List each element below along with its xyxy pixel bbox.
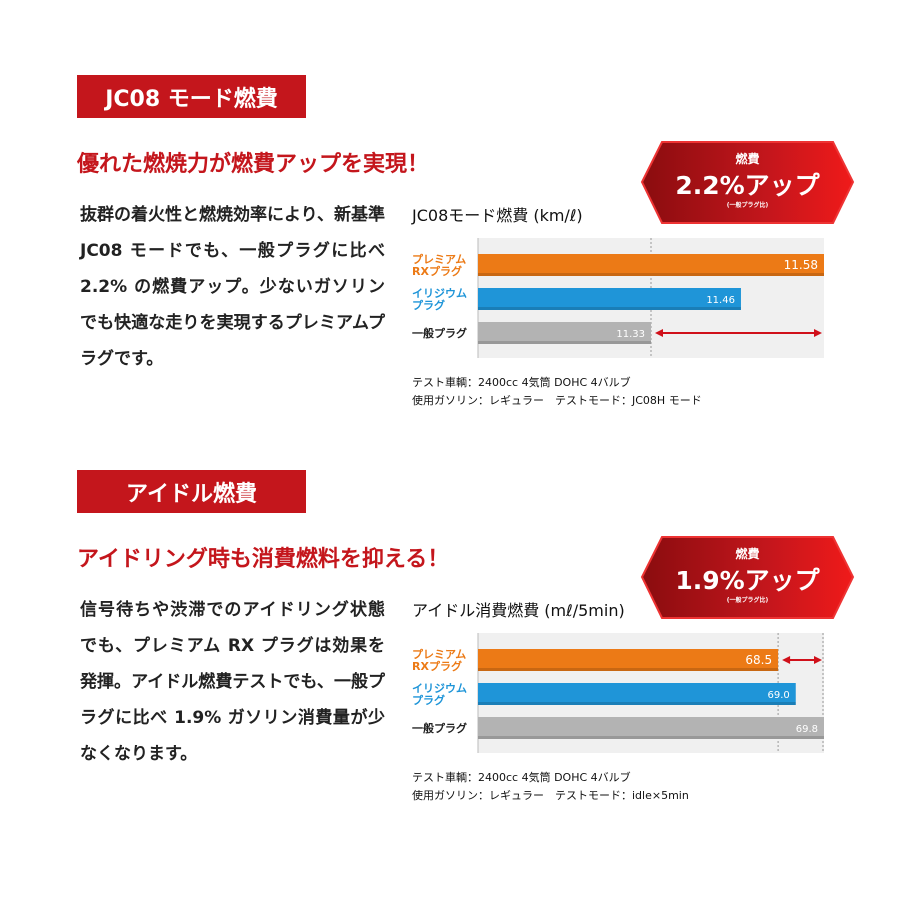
bar-value-label: 11.33 (616, 329, 645, 340)
category-label: イリジウム (412, 287, 467, 300)
section-title: アイドリング時も消費燃料を抑える！ (77, 547, 450, 572)
footnotes: テスト車輌：2400cc 4気筒 DOHC 4バルブ 使用ガソリン：レギュラー … (412, 374, 702, 410)
bar-shadow (478, 341, 651, 344)
improvement-badge: 燃費 1.9%アップ (一般プラグ比) (640, 535, 855, 620)
bar-shadow (478, 668, 779, 671)
badge-note: (一般プラグ比) (726, 202, 769, 209)
bar (478, 254, 824, 276)
bar (478, 683, 796, 705)
section-heading: アイドル燃費 (77, 470, 306, 513)
badge-hexagon-shape (640, 536, 855, 619)
bar-shadow (478, 307, 741, 310)
arrow-head-right-icon (814, 656, 822, 664)
category-label: イリジウム (412, 682, 467, 695)
section-heading: JC08 モード燃費 (77, 75, 306, 118)
category-label: 一般プラグ (412, 721, 467, 735)
bar (478, 288, 741, 310)
bar-value-label: 69.0 (767, 690, 789, 701)
badge-label: 燃費 (735, 547, 760, 561)
category-label: プレミアム (412, 647, 466, 661)
badge-note: (一般プラグ比) (726, 597, 769, 604)
badge-hexagon-shape (640, 141, 855, 224)
badge-value: 2.2%アップ (675, 171, 820, 200)
bar-value-label: 68.5 (745, 653, 772, 667)
chart-title: JC08モード燃費 (km/ℓ) (412, 206, 583, 225)
section-body: 抜群の着火性と燃焼効率により、新基準 JC08 モードでも、一般プラグに比べ 2… (80, 205, 385, 369)
category-label: 一般プラグ (412, 326, 467, 340)
category-label: RXプラグ (412, 264, 462, 278)
section-title: 優れた燃焼力が燃費アップを実現！ (77, 152, 430, 177)
bar (478, 649, 779, 671)
bar-shadow (478, 736, 824, 739)
category-label: プラグ (412, 693, 445, 707)
bar-value-label: 69.8 (796, 724, 818, 735)
section-body: 信号待ちや渋滞でのアイドリング状態でも、プレミアム RX プラグは効果を発揮。ア… (80, 600, 385, 764)
chart-title: アイドル消費燃費 (mℓ/5min) (412, 601, 625, 620)
footnote: 使用ガソリン：レギュラー テストモード：JC08H モード (412, 394, 702, 407)
bar-shadow (478, 702, 796, 705)
bar (478, 717, 824, 739)
bar-value-label: 11.58 (784, 258, 818, 272)
badge-label: 燃費 (735, 152, 760, 166)
arrow-head-right-icon (814, 329, 822, 337)
arrow-head-left-icon (655, 329, 663, 337)
category-label: RXプラグ (412, 659, 462, 673)
footnote: テスト車輌：2400cc 4気筒 DOHC 4バルブ (412, 771, 631, 784)
improvement-badge: 燃費 2.2%アップ (一般プラグ比) (640, 140, 855, 225)
category-label: プラグ (412, 298, 445, 312)
category-label: プレミアム (412, 252, 466, 266)
arrow-head-left-icon (782, 656, 791, 664)
bar-value-label: 11.46 (706, 295, 735, 306)
bar (478, 322, 651, 344)
footnote: 使用ガソリン：レギュラー テストモード：idle×5min (412, 789, 689, 802)
footnotes: テスト車輌：2400cc 4気筒 DOHC 4バルブ 使用ガソリン：レギュラー … (412, 769, 689, 805)
badge-value: 1.9%アップ (675, 566, 820, 595)
bar-shadow (478, 273, 824, 276)
footnote: テスト車輌：2400cc 4気筒 DOHC 4バルブ (412, 376, 631, 389)
